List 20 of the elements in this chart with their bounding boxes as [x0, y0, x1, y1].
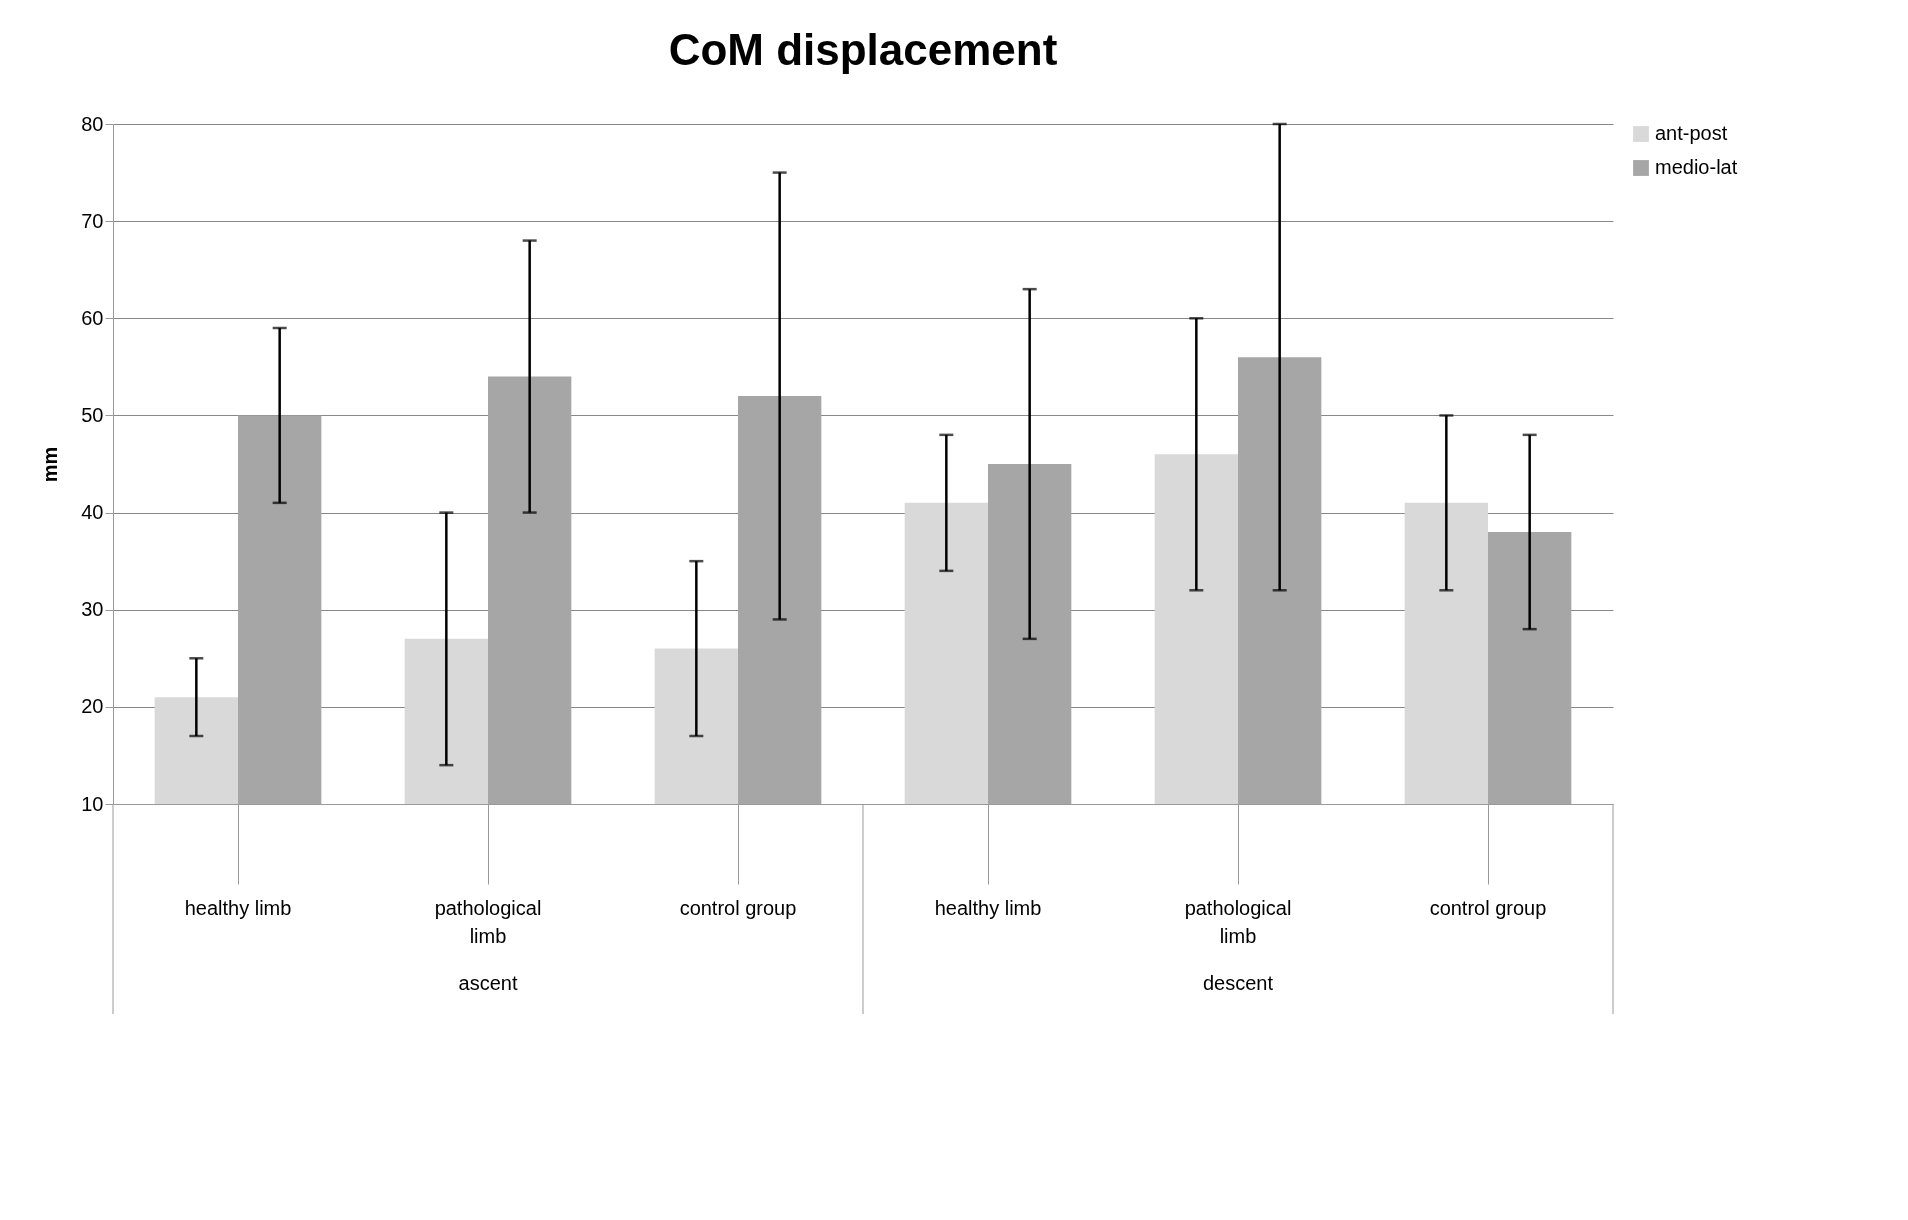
x-tick-label: pathological limb	[434, 896, 542, 947]
text: ascent	[458, 972, 518, 994]
y-tick-label: 50	[81, 403, 104, 426]
text: descent	[1202, 972, 1274, 994]
y-tick-label: 60	[81, 306, 104, 329]
y-tick-label: 70	[81, 209, 104, 232]
x-tick-label: healthy limb	[184, 896, 292, 919]
x-tick-label: healthy limb	[934, 896, 1042, 919]
y-tick-label: 40	[81, 501, 104, 524]
x-tick-label: pathological limb	[1184, 896, 1292, 947]
y-tick-label: 20	[81, 695, 104, 718]
x-tick-label: control group	[1429, 896, 1547, 919]
x-tick-label: control group	[679, 896, 797, 919]
y-tick-label: 80	[81, 112, 104, 135]
chart-title: CoM displacement	[668, 25, 1058, 74]
legend-label: medio-lat	[1655, 156, 1738, 178]
legend-label: ant-post	[1655, 122, 1728, 144]
y-tick-label: 10	[81, 792, 104, 815]
y-axis-title: mm	[39, 446, 62, 483]
y-tick-label: 30	[81, 598, 104, 621]
